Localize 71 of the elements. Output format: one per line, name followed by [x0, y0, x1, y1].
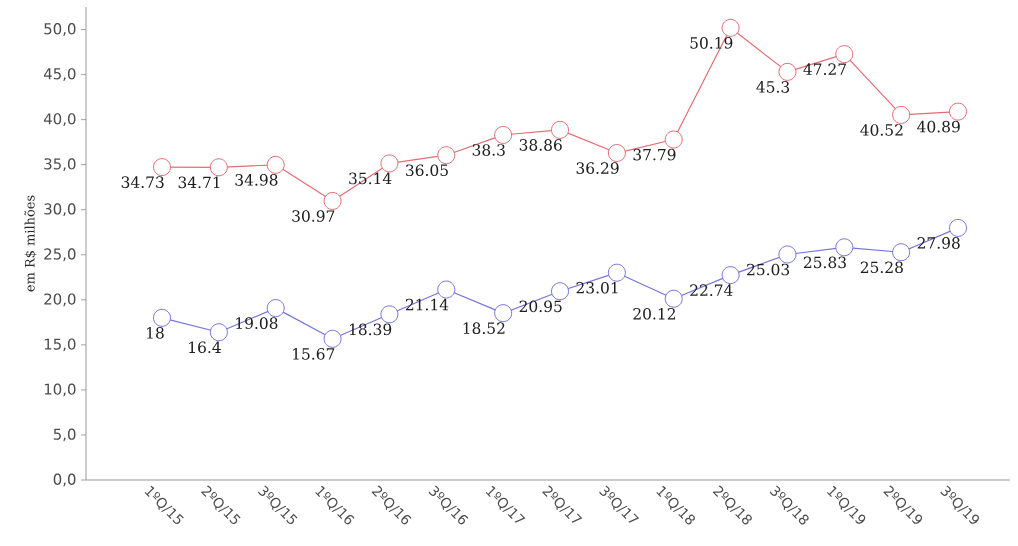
data-label: 38.86: [519, 139, 562, 151]
point: [153, 308, 171, 327]
point: [323, 329, 342, 348]
data-label: 30.97: [292, 210, 335, 222]
point: [721, 266, 740, 285]
data-label: 15.67: [293, 348, 335, 360]
y-tick-label: 10,0: [44, 383, 76, 397]
point: [380, 305, 399, 324]
data-label: 20.12: [633, 307, 675, 320]
data-label: 25.03: [747, 263, 790, 276]
data-label: 34.71: [178, 176, 220, 189]
data-label: 45.3: [756, 81, 790, 93]
data-label: 18.39: [349, 323, 392, 336]
point: [323, 191, 342, 210]
data-label: 36.29: [576, 162, 619, 174]
y-tick-label: 25,0: [44, 248, 76, 262]
y-tick-label: 5,0: [53, 428, 76, 442]
point: [892, 243, 911, 262]
y-tick-label: 45,0: [43, 68, 76, 81]
data-label: 25.83: [803, 256, 846, 269]
point: [551, 282, 569, 301]
point: [664, 130, 683, 149]
data-label: 20.95: [519, 300, 562, 313]
point: [494, 125, 513, 144]
data-label: 34.98: [235, 174, 278, 186]
point: [835, 45, 854, 64]
y-tick-label: 20,0: [44, 293, 76, 307]
point: [607, 263, 626, 282]
data-label: 38.3: [472, 144, 505, 156]
data-label: 18.52: [463, 322, 505, 335]
point: [551, 120, 569, 139]
y-axis-title: em R$ milhões: [24, 195, 37, 292]
y-tick-label: 0,0: [53, 473, 76, 487]
data-label: 16.4: [189, 341, 221, 354]
point: [266, 155, 285, 174]
point: [607, 144, 626, 163]
point: [778, 245, 797, 264]
y-tick-label: 30,0: [44, 203, 76, 217]
data-label: 25.28: [860, 261, 903, 274]
point: [835, 238, 854, 257]
data-label: 19.08: [236, 317, 278, 329]
point: [494, 304, 513, 323]
y-tick-label: 15,0: [44, 338, 76, 352]
point: [949, 218, 968, 237]
point: [266, 299, 285, 318]
data-label: 47.27: [803, 63, 846, 75]
data-label: 34.73: [121, 176, 164, 188]
point: [437, 146, 456, 165]
data-label: 22.74: [690, 284, 733, 296]
point: [380, 154, 399, 173]
data-label: 18: [147, 327, 164, 339]
y-tick-label: 50,0: [44, 23, 76, 36]
point: [153, 158, 171, 177]
data-label: 37.79: [633, 148, 676, 161]
data-label: 23.01: [576, 281, 618, 294]
y-tick-label: 40,0: [43, 113, 76, 127]
data-label: 40.89: [917, 120, 960, 133]
point: [949, 102, 968, 121]
y-tick-label: 35,0: [44, 158, 76, 172]
data-label: 21.14: [405, 298, 449, 311]
point: [209, 158, 228, 177]
point: [721, 18, 740, 37]
data-label: 27.98: [917, 237, 960, 249]
data-label: 40.52: [860, 124, 903, 136]
point: [892, 105, 911, 124]
data-label: 50.19: [690, 37, 733, 49]
point: [778, 62, 797, 81]
point: [209, 323, 228, 342]
data-label: 36.05: [406, 164, 448, 177]
point: [437, 280, 456, 299]
point: [664, 289, 683, 308]
